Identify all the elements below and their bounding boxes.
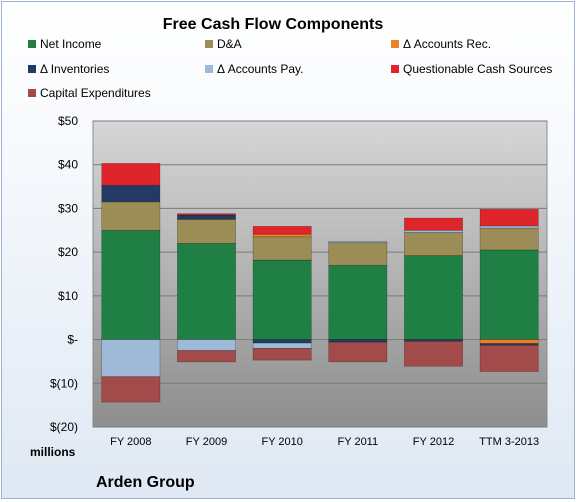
bar-segment	[404, 229, 463, 233]
bar-segment	[101, 184, 161, 203]
legend-swatch	[28, 65, 36, 73]
legend-label: Δ Accounts Pay.	[217, 62, 304, 76]
x-tick-label: FY 2008	[110, 436, 151, 448]
bar-segment	[328, 264, 388, 340]
legend-label: Capital Expenditures	[40, 86, 151, 100]
bar-segment	[177, 219, 236, 244]
y-tick-label: $50	[58, 114, 78, 128]
y-tick-label: $10	[58, 289, 78, 303]
units-label: millions	[30, 445, 76, 459]
bar-segment	[252, 236, 312, 261]
x-axis-ticks: FY 2008 FY 2009 FY 2010 FY 2011 FY 2012 TTM 3…	[110, 436, 539, 448]
legend-label: Questionable Cash Sources	[403, 62, 552, 76]
bar-segment	[101, 201, 161, 231]
bar-segment	[177, 214, 236, 220]
bars	[101, 163, 539, 403]
bar-segment	[479, 344, 539, 372]
legend-swatch	[391, 40, 399, 48]
company-name: Arden Group	[96, 474, 195, 491]
x-tick-label: FY 2009	[186, 436, 227, 448]
bar-segment	[404, 217, 463, 231]
gridlines	[93, 120, 547, 428]
bar-segment	[252, 342, 312, 349]
bar-segment	[404, 341, 463, 367]
legend-label: Δ Accounts Rec.	[403, 37, 491, 51]
legend: Net Income D&A Δ Accounts Rec. Δ Inventorie…	[28, 37, 552, 100]
bar-segment	[177, 213, 236, 216]
legend-swatch	[28, 89, 36, 97]
legend-swatch	[28, 40, 36, 48]
bar-segment	[328, 240, 388, 243]
bar-segment	[479, 227, 539, 251]
bar-segment	[404, 232, 463, 256]
x-tick-label: FY 2012	[413, 436, 454, 448]
legend-label: Net Income	[40, 37, 102, 51]
bar-segment	[177, 350, 236, 363]
bar-segment	[101, 163, 161, 186]
legend-swatch	[205, 40, 213, 48]
y-tick-label: $(10)	[50, 376, 78, 390]
y-tick-label: $(20)	[50, 420, 78, 434]
bar-segment	[252, 226, 312, 235]
bar-segment	[479, 339, 539, 344]
bar-segment	[328, 242, 388, 266]
y-tick-label: $30	[58, 201, 78, 215]
x-tick-label: FY 2010	[261, 436, 302, 448]
legend-swatch	[391, 65, 399, 73]
bar-segment	[252, 339, 312, 344]
y-axis-ticks: $50 $40 $30 $20 $10 $- $(10) $(20)	[50, 114, 78, 434]
bar-segment	[404, 255, 463, 340]
bar-segment	[252, 259, 312, 340]
bar-segment	[252, 348, 312, 361]
plot-area	[92, 120, 548, 428]
y-tick-label: $40	[58, 158, 78, 172]
y-tick-label: $20	[58, 245, 78, 259]
bar-segment	[479, 249, 539, 340]
bar-segment	[101, 376, 161, 403]
y-tick-label: $-	[67, 333, 78, 347]
legend-label: D&A	[217, 37, 242, 51]
bar-segment	[177, 339, 236, 351]
bar-segment	[479, 209, 539, 227]
x-tick-label: FY 2011	[338, 436, 379, 448]
bar-segment	[328, 339, 388, 343]
bar-segment	[101, 229, 161, 340]
legend-label: Δ Inventories	[40, 62, 109, 76]
bar-segment	[252, 233, 312, 238]
bar-segment	[177, 243, 236, 340]
bar-segment	[101, 339, 161, 378]
x-tick-label: TTM 3-2013	[479, 436, 539, 448]
bar-segment	[328, 341, 388, 363]
legend-swatch	[205, 65, 213, 73]
chart-title: Free Cash Flow Components	[163, 16, 384, 33]
bar-segment	[479, 225, 539, 229]
